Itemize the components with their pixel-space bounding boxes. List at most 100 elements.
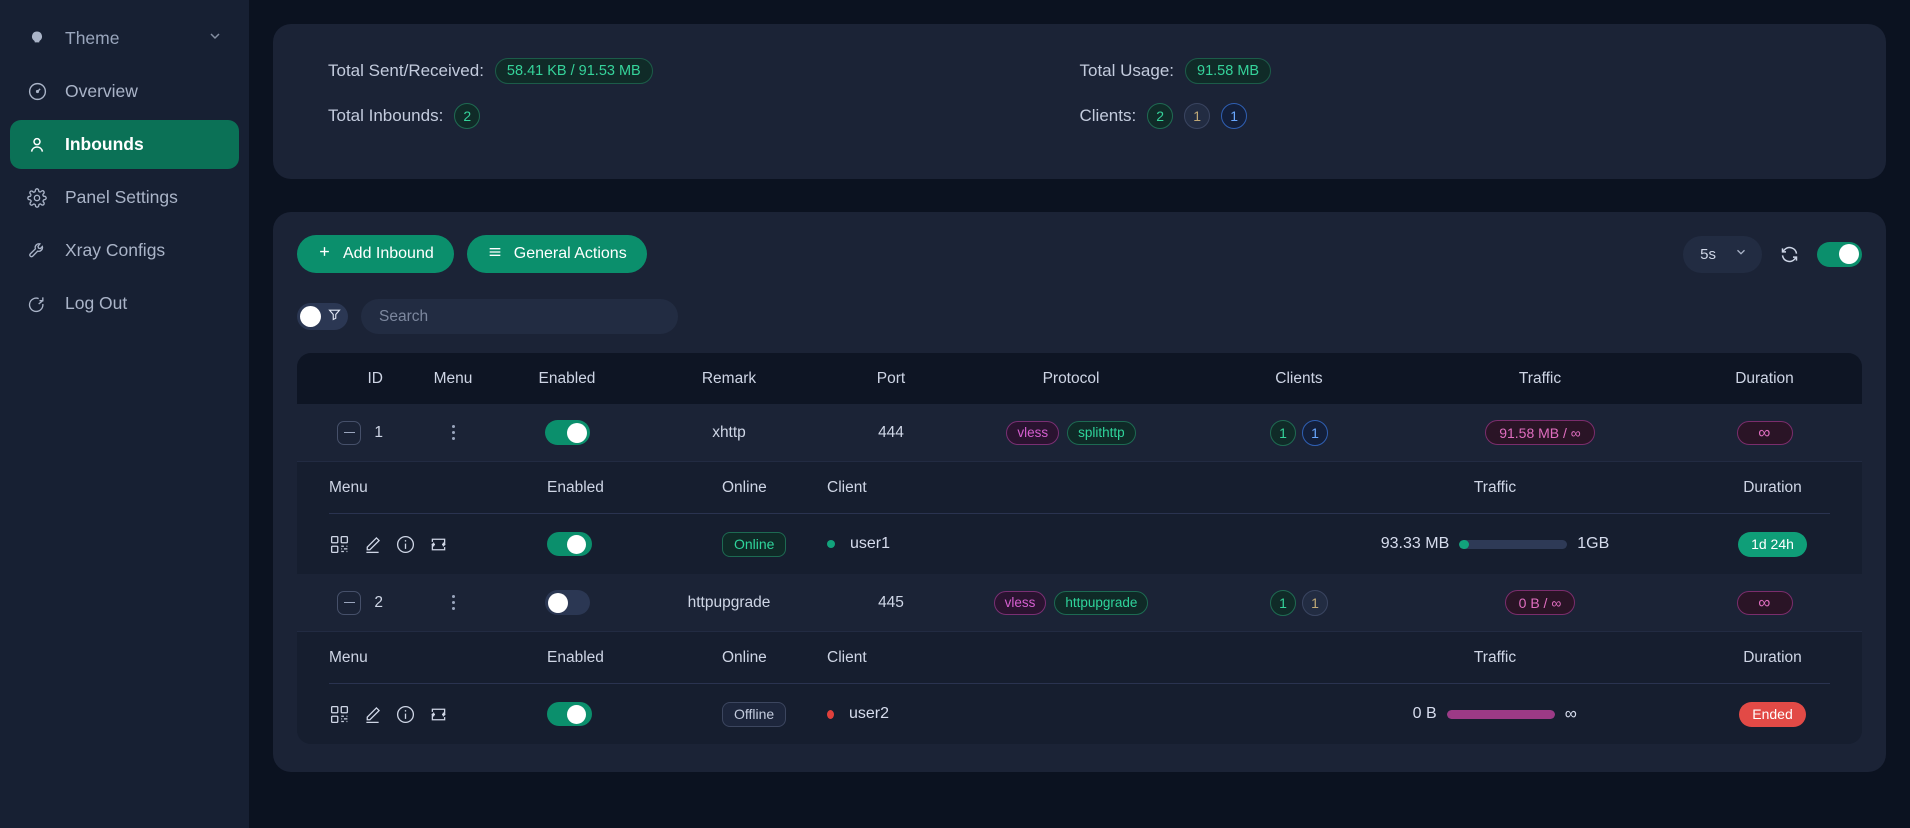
col-header-protocol: Protocol (1042, 369, 1100, 387)
sidebar-item-xray-configs[interactable]: Xray Configs (10, 226, 239, 275)
client-duration-badge: 1d 24h (1738, 531, 1807, 557)
clients-total-badge: 1 (1302, 589, 1328, 616)
inbound-duration-cell: ∞ (1667, 590, 1862, 615)
table-row[interactable]: 1 xhttp 444 vless splithttp 1 (297, 404, 1862, 462)
traffic-badge: 91.58 MB / ∞ (1485, 420, 1595, 445)
stats-column-left: Total Sent/Received: 58.41 KB / 91.53 MB… (328, 58, 1080, 179)
bulb-icon (26, 28, 48, 50)
client-name: user1 (850, 535, 891, 552)
stat-label: Clients: (1079, 106, 1137, 125)
table-header-row: ID Menu Enabled Remark Port Protocol Cli… (297, 353, 1862, 404)
edit-icon[interactable] (362, 534, 383, 555)
client-enabled-toggle[interactable] (547, 702, 592, 726)
chevron-down-icon (1734, 245, 1748, 263)
inbound-protocol-cell: vless httpupgrade (957, 590, 1185, 615)
traffic-badge: 0 B / ∞ (1504, 590, 1576, 615)
inbound-id: 1 (374, 423, 383, 441)
transport-tag: splithttp (1067, 420, 1136, 445)
sidebar-item-label: Inbounds (65, 134, 144, 154)
inbound-remark: httpupgrade (687, 593, 771, 611)
client-enabled-cell (547, 532, 722, 556)
inbound-menu-cell (405, 591, 501, 614)
stat-value-badge: 58.41 KB / 91.53 MB (494, 58, 653, 84)
client-row[interactable]: Online user1 93.33 MB 1GB 1d 24h (329, 514, 1830, 574)
inbound-clients-cell: 1 1 (1185, 589, 1413, 616)
client-traffic-used: 0 B (1412, 705, 1437, 722)
clients-subtable-header: Menu Enabled Online Client Traffic Durat… (329, 462, 1830, 514)
inbound-enabled-toggle[interactable] (544, 420, 590, 445)
inbound-duration-cell: ∞ (1667, 420, 1862, 445)
add-inbound-button[interactable]: Add Inbound (297, 235, 454, 273)
sidebar-item-label: Theme (65, 28, 120, 48)
client-duration-cell: Ended (1715, 701, 1830, 727)
info-icon[interactable] (395, 534, 416, 555)
sidebar-item-inbounds[interactable]: Inbounds (10, 120, 239, 169)
transport-tag: httpupgrade (1054, 590, 1149, 615)
client-online-cell: Offline (722, 701, 827, 727)
sub-col-header-duration: Duration (1743, 648, 1802, 666)
kebab-menu-icon[interactable] (448, 421, 459, 444)
table-row[interactable]: 2 httpupgrade 445 vless httpupgrade (297, 574, 1862, 632)
col-header-enabled: Enabled (538, 369, 596, 387)
client-menu-cell (329, 534, 547, 555)
sub-col-header-client: Client (827, 648, 867, 666)
stat-label: Total Inbounds: (328, 106, 444, 125)
col-header-traffic: Traffic (1518, 369, 1562, 387)
filter-toggle[interactable] (297, 303, 348, 330)
inbounds-toolbar: Add Inbound General Actions 5s (297, 235, 1862, 273)
client-enabled-toggle[interactable] (547, 532, 592, 556)
clients-online-badge: 1 (1270, 589, 1296, 616)
client-name: user2 (849, 705, 890, 722)
sidebar-item-log-out[interactable]: Log Out (10, 279, 239, 328)
inbounds-card: Add Inbound General Actions 5s (273, 212, 1886, 772)
search-input[interactable] (361, 299, 678, 334)
col-header-port: Port (876, 369, 906, 387)
online-status-badge: Offline (722, 701, 787, 727)
auto-refresh-toggle[interactable] (1817, 241, 1862, 267)
chevron-down-icon[interactable] (207, 28, 223, 49)
inbound-enabled-cell (501, 420, 633, 445)
wrench-icon (26, 240, 48, 262)
online-dot-icon (827, 540, 835, 548)
duration-badge: ∞ (1736, 590, 1793, 615)
client-traffic-used: 93.33 MB (1380, 535, 1450, 552)
stat-label: Total Sent/Received: (328, 61, 484, 80)
refresh-interval-select[interactable]: 5s (1683, 235, 1762, 273)
reset-icon[interactable] (428, 704, 449, 725)
client-duration-cell: 1d 24h (1715, 531, 1830, 557)
clients-blue-badge: 1 (1221, 103, 1248, 129)
edit-icon[interactable] (362, 704, 383, 725)
info-icon[interactable] (395, 704, 416, 725)
sidebar-item-overview[interactable]: Overview (10, 67, 239, 116)
client-traffic-bar (1459, 539, 1568, 549)
qrcode-icon[interactable] (329, 534, 350, 555)
inbound-traffic-cell: 91.58 MB / ∞ (1413, 420, 1667, 445)
stat-clients: Clients: 2 1 1 (1080, 103, 1832, 129)
reset-icon[interactable] (428, 534, 449, 555)
inbound-port: 445 (878, 593, 904, 611)
minus-square-icon[interactable] (337, 590, 362, 615)
client-row[interactable]: Offline user2 0 B ∞ Ended (329, 684, 1830, 744)
sub-col-header-traffic: Traffic (1473, 478, 1517, 496)
sub-col-header-traffic: Traffic (1473, 648, 1517, 666)
sidebar-item-panel-settings[interactable]: Panel Settings (10, 173, 239, 222)
refresh-interval-value: 5s (1700, 245, 1716, 263)
kebab-menu-icon[interactable] (448, 591, 459, 614)
sub-col-header-enabled: Enabled (547, 648, 604, 666)
sidebar: Theme Overview Inbounds (0, 0, 249, 828)
protocol-tag: vless (993, 590, 1047, 615)
qrcode-icon[interactable] (329, 704, 350, 725)
client-online-cell: Online (722, 531, 827, 557)
logout-icon (26, 293, 48, 315)
minus-square-icon[interactable] (337, 420, 362, 445)
plus-icon (317, 244, 332, 264)
col-header-menu: Menu (433, 369, 473, 387)
general-actions-button[interactable]: General Actions (466, 235, 647, 273)
refresh-icon[interactable] (1779, 244, 1800, 265)
inbound-enabled-toggle[interactable] (544, 590, 590, 615)
stat-total-sent-received: Total Sent/Received: 58.41 KB / 91.53 MB (328, 58, 1080, 84)
menu-icon (487, 244, 503, 265)
col-header-duration: Duration (1735, 369, 1794, 387)
col-header-clients: Clients (1275, 369, 1323, 387)
sidebar-item-theme[interactable]: Theme (10, 14, 239, 63)
